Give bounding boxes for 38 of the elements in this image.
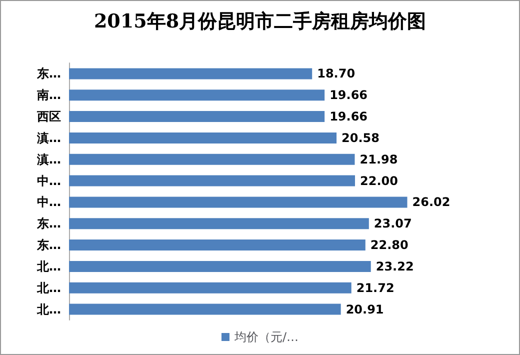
y-tick-label: 东… [36, 238, 61, 252]
data-label: 19.66 [330, 88, 368, 102]
bar [69, 304, 341, 315]
bar [69, 196, 408, 208]
bar [69, 218, 369, 230]
data-label: 22.80 [370, 238, 408, 252]
y-tick-label: 北… [36, 302, 61, 316]
y-tick-label: 滇… [36, 152, 61, 166]
data-label: 20.91 [346, 302, 384, 316]
bar [69, 260, 371, 272]
data-label: 20.58 [342, 130, 380, 145]
y-tick-label: 中… [37, 195, 61, 210]
y-tick-label: 西区 [36, 110, 61, 124]
y-tick-label: 南… [36, 88, 61, 102]
y-tick-label: 东… [36, 66, 61, 81]
y-tick-label: 中… [37, 174, 61, 188]
bar [69, 68, 312, 80]
bar [69, 175, 355, 186]
bar [69, 240, 366, 251]
bar [69, 90, 325, 101]
data-label: 26.02 [412, 195, 450, 210]
bar [69, 154, 355, 165]
data-label: 21.98 [360, 152, 398, 166]
y-tick-label: 北… [36, 280, 61, 295]
data-label: 22.00 [360, 174, 398, 188]
legend-label: 均价（元/… [233, 330, 299, 344]
y-tick-label: 东… [36, 216, 61, 231]
y-tick-label: 北… [36, 259, 61, 274]
bar [69, 132, 337, 144]
data-label: 18.70 [317, 66, 356, 81]
y-tick-label: 滇… [36, 130, 61, 145]
bar [69, 282, 352, 294]
data-label: 21.72 [356, 280, 394, 295]
data-label: 23.22 [376, 259, 414, 274]
data-label: 23.07 [374, 216, 412, 231]
chart-title: 2015年8月份昆明市二手房租房均价图 [94, 10, 426, 32]
data-label: 19.66 [330, 110, 368, 124]
bar [69, 111, 325, 122]
